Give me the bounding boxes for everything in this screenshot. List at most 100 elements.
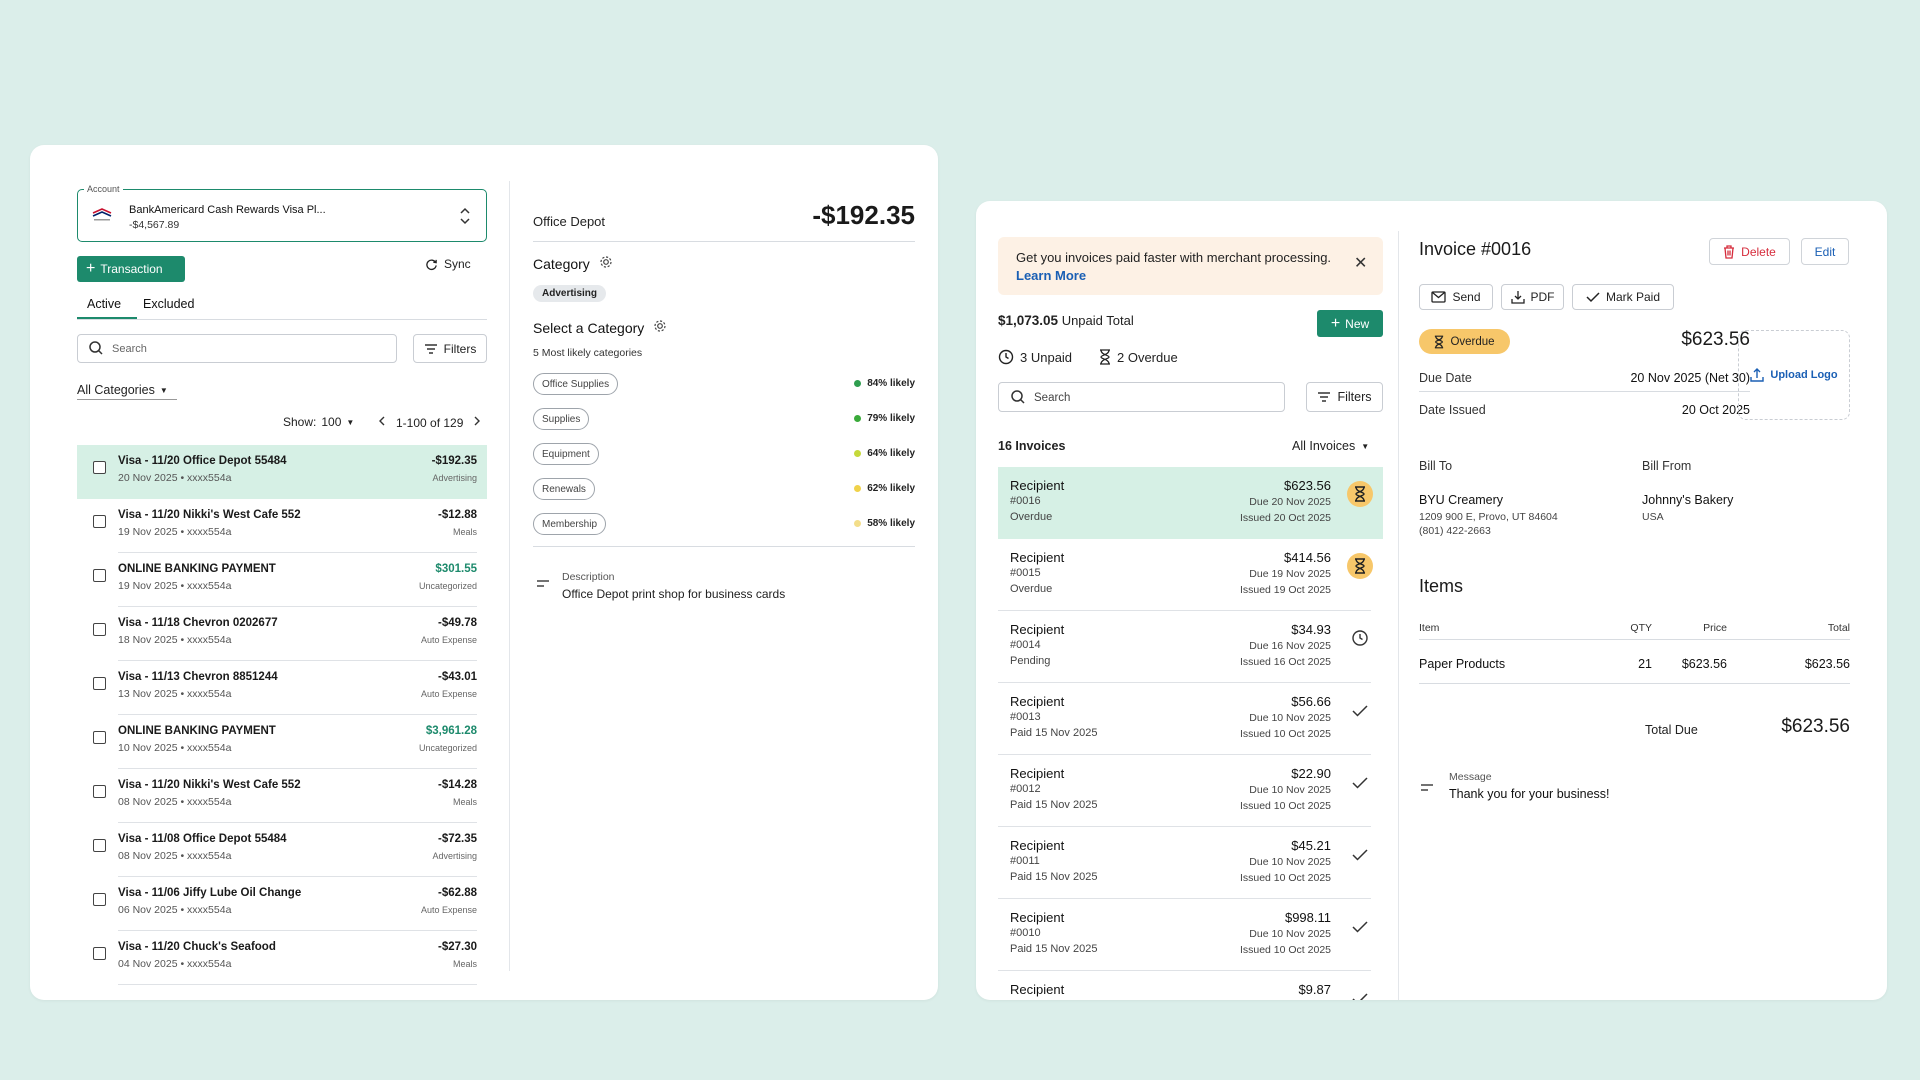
description-icon bbox=[536, 575, 550, 593]
transaction-row[interactable]: Visa - 11/20 Chuck's Seafood 04 Nov 2025 … bbox=[77, 931, 487, 985]
close-icon[interactable]: ✕ bbox=[1354, 255, 1368, 272]
pdf-button[interactable]: PDF bbox=[1501, 284, 1564, 310]
invoice-recipient: Recipient bbox=[1010, 838, 1065, 853]
learn-more-link[interactable]: Learn More bbox=[1016, 268, 1087, 283]
row-checkbox[interactable] bbox=[93, 785, 106, 798]
check-icon bbox=[1586, 292, 1600, 303]
invoice-row[interactable]: Recipient #0011 Paid 15 Nov 2025 $45.21 Due … bbox=[998, 827, 1383, 899]
invoice-filter-dropdown[interactable]: All Invoices ▼ bbox=[1292, 439, 1369, 453]
account-select[interactable] bbox=[77, 189, 487, 242]
row-checkbox[interactable] bbox=[93, 623, 106, 636]
description-text[interactable]: Office Depot print shop for business car… bbox=[562, 587, 786, 601]
category-filter-label: All Categories bbox=[77, 383, 155, 397]
page-size-select[interactable]: Show: 100 ▼ bbox=[283, 415, 354, 429]
invoice-row[interactable]: Recipient #0012 Paid 15 Nov 2025 $22.90 Due … bbox=[998, 755, 1383, 827]
likelihood: 84% likely bbox=[854, 378, 915, 389]
upload-logo-button[interactable]: Upload Logo bbox=[1738, 330, 1850, 420]
transaction-row[interactable]: ONLINE BANKING PAYMENT 10 Nov 2025 • xxxx… bbox=[77, 715, 487, 769]
search-icon bbox=[88, 340, 104, 361]
invoice-amount: $414.56 bbox=[1284, 550, 1331, 565]
likely-categories-label: 5 Most likely categories bbox=[533, 347, 643, 359]
invoice-status: Overdue bbox=[1010, 511, 1053, 523]
chevron-up-down-icon[interactable] bbox=[458, 205, 472, 227]
invoice-number: #0010 bbox=[1010, 927, 1041, 939]
unpaid-total: $1,073.05 Unpaid Total bbox=[998, 313, 1134, 328]
category-filter-dropdown[interactable]: All Categories ▼ bbox=[77, 383, 168, 397]
invoice-due: Due 10 Nov 2025 bbox=[1249, 856, 1331, 868]
invoice-row[interactable]: Recipient #0013 Paid 15 Nov 2025 $56.66 Due … bbox=[998, 683, 1383, 755]
invoice-amount: $623.56 bbox=[1284, 478, 1331, 493]
filters-button[interactable]: Filters bbox=[413, 334, 487, 363]
transaction-row[interactable]: Visa - 11/20 Office Depot 55484 20 Nov 20… bbox=[77, 445, 487, 499]
transaction-date: 06 Nov 2025 • xxxx554a bbox=[118, 904, 232, 916]
detail-merchant: Office Depot bbox=[533, 214, 606, 229]
item-total: $623.56 bbox=[1804, 657, 1850, 671]
hourglass-icon bbox=[1347, 553, 1373, 579]
category-pill[interactable]: Advertising bbox=[533, 285, 607, 302]
transaction-row[interactable]: ONLINE BANKING PAYMENT 19 Nov 2025 • xxxx… bbox=[77, 553, 487, 607]
row-checkbox[interactable] bbox=[93, 947, 106, 960]
transaction-row[interactable]: Visa - 11/20 Nikki's West Cafe 552 08 Nov… bbox=[77, 769, 487, 823]
mark-paid-button[interactable]: Mark Paid bbox=[1572, 284, 1674, 310]
invoice-amount: $45.21 bbox=[1291, 838, 1331, 853]
search-input[interactable] bbox=[77, 334, 397, 363]
row-checkbox[interactable] bbox=[93, 677, 106, 690]
gear-icon[interactable] bbox=[653, 319, 667, 336]
row-checkbox[interactable] bbox=[93, 569, 106, 582]
download-icon bbox=[1510, 291, 1525, 304]
category-option[interactable]: Office Supplies bbox=[533, 373, 619, 395]
category-option[interactable]: Equipment bbox=[533, 443, 599, 465]
transaction-date: 08 Nov 2025 • xxxx554a bbox=[118, 850, 232, 862]
chevron-left-icon[interactable] bbox=[378, 415, 386, 430]
items-header-total: Total bbox=[1827, 622, 1850, 634]
status-badge: Overdue bbox=[1419, 329, 1510, 354]
new-invoice-button[interactable]: + New bbox=[1317, 310, 1383, 337]
invoice-row[interactable]: Recipient $9.87 bbox=[998, 971, 1383, 1000]
transaction-row[interactable]: Visa - 11/20 Nikki's West Cafe 552 19 Nov… bbox=[77, 499, 487, 553]
row-divider bbox=[118, 822, 477, 823]
invoice-amount: $34.93 bbox=[1291, 622, 1331, 637]
description-label: Description bbox=[562, 571, 615, 583]
invoice-amount: $998.11 bbox=[1284, 910, 1331, 925]
invoice-filters-button[interactable]: Filters bbox=[1306, 382, 1383, 412]
sync-button[interactable]: Sync bbox=[425, 257, 471, 271]
invoice-due: Due 10 Nov 2025 bbox=[1249, 928, 1331, 940]
invoice-row[interactable]: Recipient #0015 Overdue $414.56 Due 19 Nov 2… bbox=[998, 539, 1383, 611]
transaction-row[interactable]: Visa - 11/18 Chevron 0202677 18 Nov 2025 … bbox=[77, 607, 487, 661]
delete-button[interactable]: Delete bbox=[1709, 238, 1790, 265]
invoice-row[interactable]: Recipient #0010 Paid 15 Nov 2025 $998.11 Due… bbox=[998, 899, 1383, 971]
chevron-right-icon[interactable] bbox=[473, 415, 481, 430]
row-checkbox[interactable] bbox=[93, 731, 106, 744]
invoice-amount: $9.87 bbox=[1298, 982, 1331, 997]
invoice-search-input[interactable] bbox=[998, 382, 1285, 412]
hourglass-icon bbox=[1347, 481, 1373, 507]
tab-active[interactable]: Active bbox=[87, 297, 122, 311]
invoice-row[interactable]: Recipient #0016 Overdue $623.56 Due 20 Nov 2… bbox=[998, 467, 1383, 539]
invoice-issued: Issued 10 Oct 2025 bbox=[1239, 944, 1331, 956]
category-option[interactable]: Membership bbox=[533, 513, 607, 535]
tab-excluded[interactable]: Excluded bbox=[143, 297, 195, 311]
likelihood-dot bbox=[854, 450, 862, 457]
invoice-status: Paid 15 Nov 2025 bbox=[1010, 871, 1098, 883]
search-placeholder: Search bbox=[112, 343, 147, 355]
send-button[interactable]: Send bbox=[1419, 284, 1493, 310]
invoice-row[interactable]: Recipient #0014 Pending $34.93 Due 16 Nov 20… bbox=[998, 611, 1383, 683]
category-option[interactable]: Renewals bbox=[533, 478, 595, 500]
edit-button[interactable]: Edit bbox=[1801, 238, 1849, 265]
category-option[interactable]: Supplies bbox=[533, 408, 590, 430]
row-checkbox[interactable] bbox=[93, 839, 106, 852]
gear-icon[interactable] bbox=[599, 255, 613, 272]
transaction-row[interactable]: Visa - 11/06 Jiffy Lube Oil Change 06 Nov… bbox=[77, 877, 487, 931]
item-qty: 21 bbox=[1638, 657, 1652, 671]
row-checkbox[interactable] bbox=[93, 893, 106, 906]
transaction-row[interactable]: Visa - 11/08 Office Depot 55484 08 Nov 20… bbox=[77, 823, 487, 877]
row-checkbox[interactable] bbox=[93, 515, 106, 528]
row-checkbox[interactable] bbox=[93, 461, 106, 474]
invoice-number: #0014 bbox=[1010, 639, 1041, 651]
message-text[interactable]: Thank you for your business! bbox=[1449, 787, 1610, 801]
clock-icon bbox=[1347, 625, 1373, 651]
add-transaction-button[interactable]: + Transaction bbox=[77, 256, 185, 282]
transaction-row[interactable]: Visa - 11/13 Chevron 8851244 13 Nov 2025 … bbox=[77, 661, 487, 715]
overdue-count-label: 2 Overdue bbox=[1117, 349, 1178, 365]
likelihood: 58% likely bbox=[854, 518, 915, 529]
